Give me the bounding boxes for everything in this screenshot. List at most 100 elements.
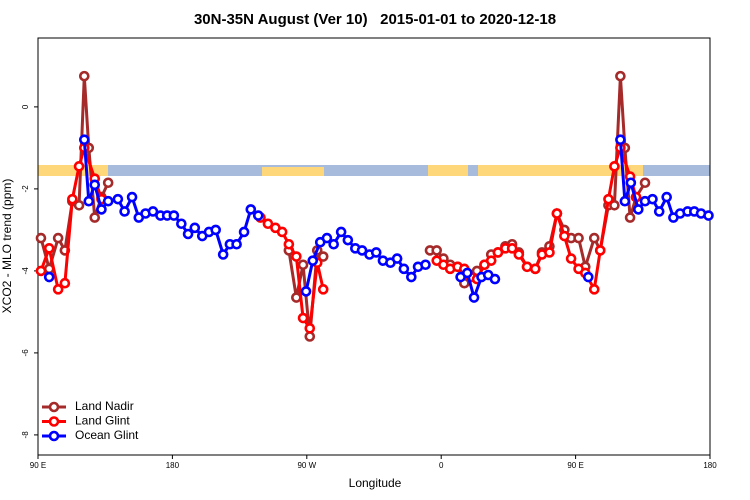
data-point: [506, 243, 518, 254]
data-point: [89, 212, 101, 223]
data-point: [276, 226, 288, 238]
land-band: [428, 165, 468, 176]
data-point: [189, 222, 201, 234]
data-point: [370, 247, 382, 258]
x-tick-label: 0: [439, 461, 444, 470]
data-point: [431, 245, 443, 256]
data-point: [262, 218, 274, 230]
data-point: [317, 284, 329, 295]
data-point: [176, 218, 187, 230]
legend-swatch-marker: [48, 401, 60, 413]
data-point: [594, 245, 606, 256]
data-point: [609, 199, 620, 211]
data-point: [588, 284, 600, 295]
data-point: [35, 265, 47, 277]
data-point: [119, 206, 130, 217]
data-point: [653, 206, 665, 217]
data-point: [83, 195, 95, 207]
data-point: [391, 253, 403, 264]
data-point: [565, 253, 577, 264]
y-tick-label: -2: [21, 185, 30, 193]
x-tick-label: 180: [166, 461, 180, 470]
data-point: [619, 195, 631, 207]
y-tick-label: 0: [21, 104, 30, 109]
data-point: [102, 195, 114, 207]
data-point: [35, 232, 47, 244]
data-point: [513, 249, 525, 260]
data-point: [398, 263, 410, 275]
plot-frame: [37, 37, 711, 456]
legend-swatch-marker: [48, 416, 60, 427]
data-point: [609, 161, 620, 172]
legend-label: Ocean Glint: [75, 428, 139, 442]
data-point: [406, 271, 417, 283]
data-point: [73, 199, 85, 211]
data-point: [43, 243, 55, 254]
data-point: [96, 204, 107, 215]
land-mask-strip: [38, 165, 710, 176]
data-point: [238, 226, 250, 238]
data-point: [168, 210, 180, 221]
data-point: [307, 255, 319, 266]
land-band: [262, 167, 324, 176]
chart-title: 30N-35N August (Ver 10) 2015-01-01 to 20…: [194, 11, 556, 28]
data-point: [485, 255, 497, 266]
data-point: [217, 249, 229, 260]
data-point: [231, 238, 242, 250]
data-point: [102, 177, 114, 189]
data-point: [462, 267, 473, 279]
legend-label: Land Nadir: [75, 399, 134, 413]
data-point: [112, 193, 124, 205]
data-point: [59, 277, 71, 289]
data-point: [615, 134, 626, 145]
data-point: [304, 331, 316, 342]
ocean-band: [38, 165, 710, 176]
y-tick-label: -4: [21, 267, 30, 275]
land-band: [598, 165, 643, 176]
data-point: [489, 273, 501, 285]
data-point: [73, 161, 85, 172]
y-tick-label: -6: [21, 349, 30, 357]
data-point: [551, 208, 563, 219]
x-tick-label: 90 E: [567, 461, 583, 470]
land-band: [478, 165, 598, 176]
data-point: [321, 232, 333, 244]
data-point: [661, 191, 672, 203]
data-point: [291, 251, 302, 262]
data-point: [210, 224, 222, 236]
data-point: [582, 271, 594, 283]
data-point: [78, 134, 90, 145]
data-point: [573, 232, 584, 244]
data-point: [624, 212, 636, 223]
data-point: [588, 232, 600, 244]
data-point: [317, 251, 329, 262]
data-point: [147, 206, 159, 217]
data-point: [304, 323, 316, 334]
data-point: [126, 191, 138, 203]
data-point: [420, 259, 431, 271]
data-point: [328, 238, 339, 250]
y-axis-label: XCO2 - MLO trend (ppm): [0, 179, 14, 314]
x-axis-label: Longitude: [349, 476, 402, 490]
data-point: [615, 70, 626, 82]
data-point: [89, 179, 101, 191]
data-point: [252, 210, 264, 221]
data-point: [639, 177, 651, 189]
data-point: [78, 70, 90, 82]
data-point: [647, 193, 658, 205]
data-point: [52, 232, 64, 244]
data-point: [342, 234, 354, 246]
data-point: [335, 226, 347, 238]
data-point: [182, 228, 194, 240]
data-point: [633, 204, 644, 215]
data-point: [297, 312, 309, 324]
data-point: [67, 193, 78, 205]
data-point: [43, 271, 55, 283]
data-point: [245, 204, 257, 215]
series: [43, 134, 714, 303]
data-point: [544, 247, 555, 258]
data-point: [521, 261, 533, 273]
land-band: [38, 165, 108, 176]
legend-label: Land Glint: [75, 414, 130, 428]
